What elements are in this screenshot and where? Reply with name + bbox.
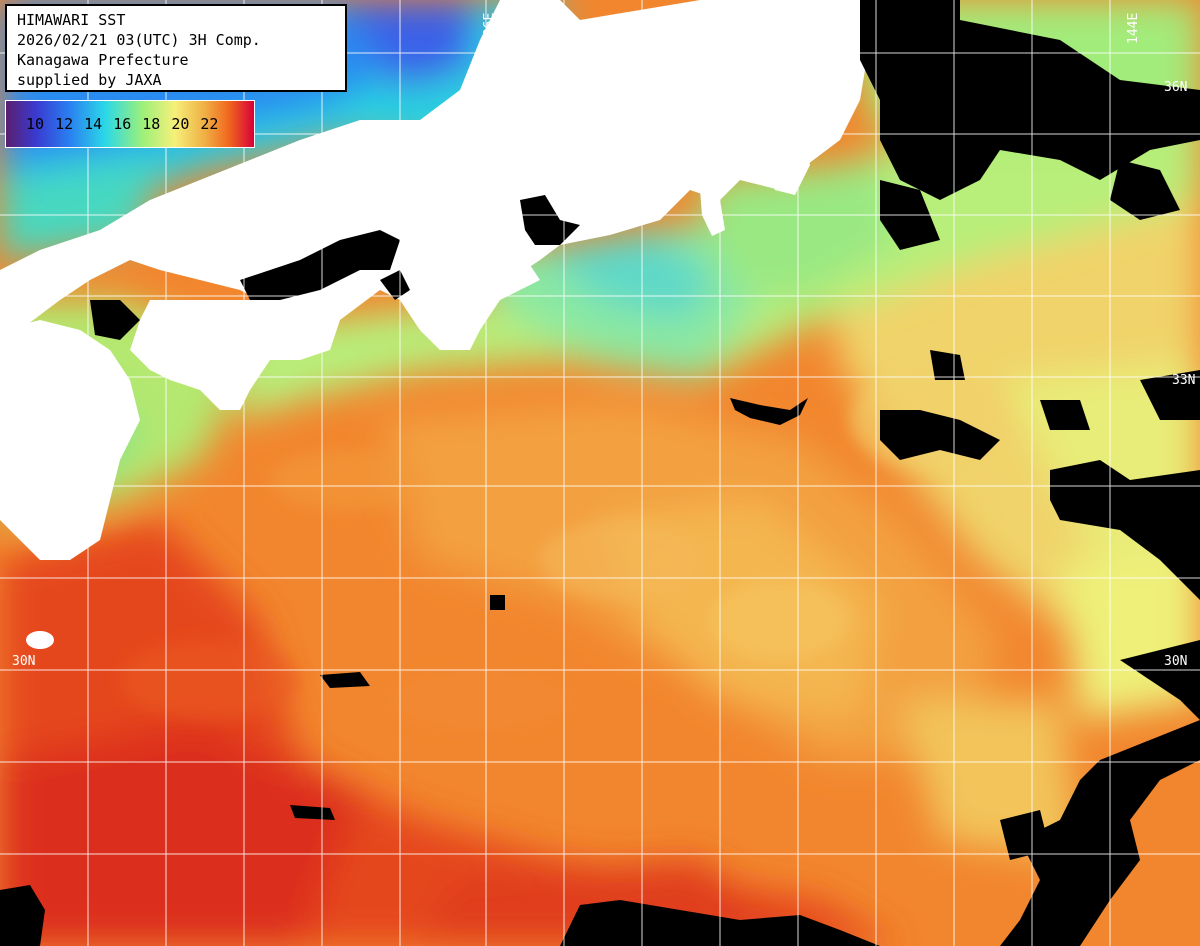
map-provider: Kanagawa Prefecture (17, 51, 189, 69)
legend-label: 22 (200, 115, 219, 133)
legend-labels: 10 12 14 16 18 20 22 (26, 115, 248, 133)
lat-label-33-left: 33 (10, 373, 26, 388)
lat-label-30n-right: 30N (1164, 654, 1188, 669)
lon-label-136e: 136E (482, 12, 497, 44)
legend-label: 16 (113, 115, 132, 133)
land-shikoku (130, 300, 340, 410)
legend-label: 18 (142, 115, 161, 133)
lat-label-36n-right: 36N (1164, 80, 1188, 95)
lon-label-144e: 144E (1126, 12, 1141, 44)
land-kii (390, 230, 540, 350)
lat-label-33n-right: 33N (1172, 373, 1196, 388)
land-boso (768, 140, 810, 195)
land-honshu (0, 0, 870, 350)
land-kyushu (0, 320, 140, 560)
land-areas (0, 0, 870, 649)
temperature-legend: 10 12 14 16 18 20 22 (5, 100, 255, 148)
lat-label-30n-left: 30N (12, 654, 36, 669)
legend-label: 14 (84, 115, 103, 133)
map-data-source: supplied by JAXA (17, 71, 162, 89)
legend-label: 10 (26, 115, 45, 133)
land-izu (700, 190, 725, 236)
map-info-box: HIMAWARI SST 2026/02/21 03(UTC) 3H Comp.… (5, 4, 347, 92)
legend-label: 20 (171, 115, 190, 133)
map-timestamp: 2026/02/21 03(UTC) 3H Comp. (17, 31, 261, 49)
map-title: HIMAWARI SST (17, 11, 126, 29)
legend-label: 12 (55, 115, 74, 133)
